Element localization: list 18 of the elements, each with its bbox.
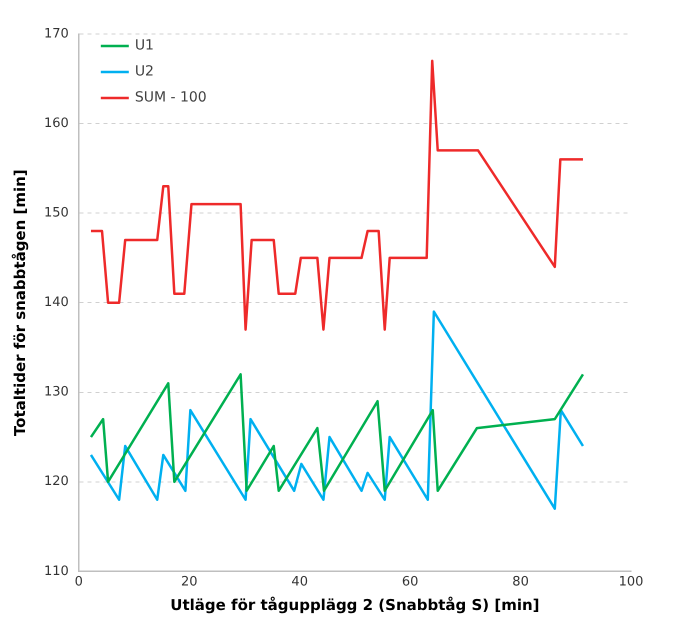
y-axis-title: Totaltider för snabbtågen [min] — [10, 169, 29, 436]
y-tick-label: 140 — [44, 295, 69, 310]
legend-label: U2 — [134, 64, 154, 80]
y-tick-label: 110 — [44, 564, 69, 579]
y-tick-label: 170 — [44, 26, 69, 42]
legend-label: SUM - 100 — [134, 90, 207, 106]
x-tick-label: 0 — [74, 574, 83, 590]
y-tick-label: 120 — [44, 474, 69, 490]
x-axis-title: Utläge för tågupplägg 2 (Snabbtåg S) [min] — [170, 596, 540, 614]
y-tick-label: 150 — [44, 206, 69, 221]
y-tick-label: 130 — [44, 384, 69, 400]
x-tick-label: 20 — [180, 574, 198, 590]
legend-label: U1 — [134, 38, 154, 54]
x-tick-label: 100 — [618, 574, 644, 590]
x-tick-label: 60 — [402, 574, 418, 590]
x-tick-label: 40 — [291, 574, 308, 590]
x-tick-label: 80 — [512, 574, 529, 590]
y-tick-label: 160 — [44, 116, 69, 131]
